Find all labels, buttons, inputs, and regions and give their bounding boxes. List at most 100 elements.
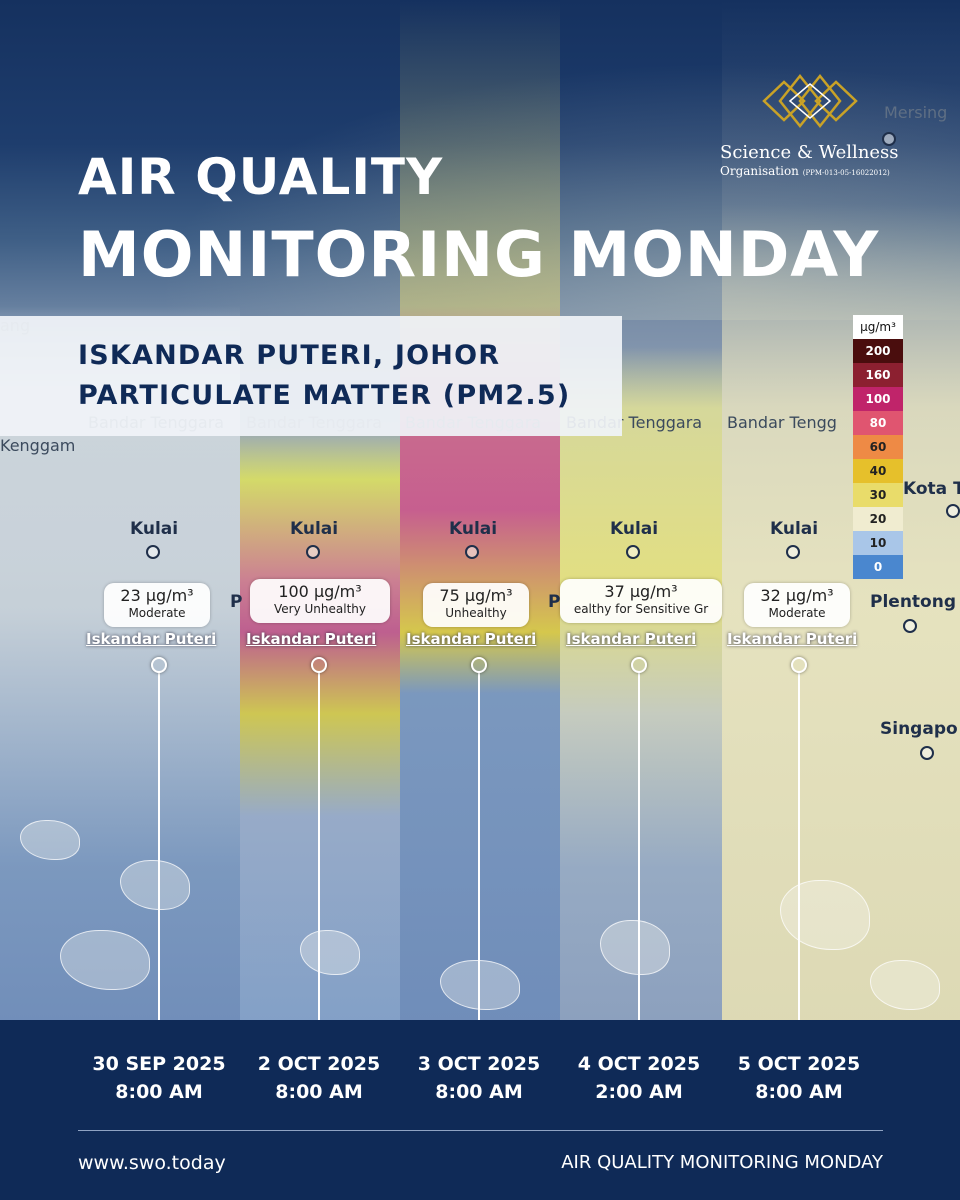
place-label-kulai-4: Kulai	[610, 519, 659, 539]
station-marker	[471, 657, 487, 673]
time-text: 8:00 AM	[275, 1081, 363, 1103]
island-outline	[440, 960, 520, 1010]
kota-tinggi-city-dot	[946, 504, 960, 518]
timeline-line	[478, 672, 480, 1050]
subtitle-panel	[0, 316, 622, 436]
timeline-line	[638, 672, 640, 1050]
island-outline	[20, 820, 80, 860]
footer-tagline: AIR QUALITY MONITORING MONDAY	[561, 1152, 883, 1173]
legend-step: 20	[853, 507, 903, 531]
station-marker	[791, 657, 807, 673]
logo-subtitle: Organisation (PPM-013-05-16022012)	[720, 164, 890, 178]
time-text: 2:00 AM	[595, 1081, 683, 1103]
mersing-city-dot	[882, 132, 896, 146]
island-outline	[120, 860, 190, 910]
island-outline	[300, 930, 360, 975]
reading-card-3-oct: 75 µg/m³ Unhealthy	[423, 583, 529, 627]
reading-value: 32 µg/m³	[760, 586, 834, 605]
date-label-4-oct: 4 OCT 2025 2:00 AM	[564, 1050, 714, 1106]
footer-bar	[0, 1020, 960, 1200]
kulai-city-dot	[306, 545, 320, 559]
kulai-city-dot	[626, 545, 640, 559]
reading-card-5-oct: 32 µg/m³ Moderate	[744, 583, 850, 627]
date-text: 2 OCT 2025	[257, 1053, 381, 1075]
plentong-city-dot	[903, 619, 917, 633]
date-text: 5 OCT 2025	[737, 1053, 861, 1075]
place-label-kulai-3: Kulai	[449, 519, 498, 539]
singapore-city-dot	[920, 746, 934, 760]
time-text: 8:00 AM	[755, 1081, 843, 1103]
reading-value: 100 µg/m³	[278, 582, 362, 601]
reading-value: 23 µg/m³	[120, 586, 194, 605]
kulai-city-dot	[465, 545, 479, 559]
place-label-kulai-5: Kulai	[770, 519, 819, 539]
reading-category: ealthy for Sensitive Gr	[573, 602, 709, 616]
legend-unit: µg/m³	[853, 315, 903, 339]
reading-category: Moderate	[128, 606, 186, 620]
website-link[interactable]: www.swo.today	[78, 1152, 226, 1174]
map-strip-4-oct	[560, 0, 722, 1020]
island-outline	[600, 920, 670, 975]
station-marker	[631, 657, 647, 673]
time-text: 8:00 AM	[115, 1081, 203, 1103]
logo-registration: (PPM-013-05-16022012)	[802, 169, 890, 177]
legend-step: 100	[853, 387, 903, 411]
logo-name: Science & Wellness	[720, 142, 899, 163]
station-label-3-oct: Iskandar Puteri	[406, 630, 537, 648]
organisation-logo: Science & Wellness Organisation (PPM-013…	[720, 70, 920, 185]
kulai-city-dot	[146, 545, 160, 559]
legend-step: 200	[853, 339, 903, 363]
place-label-mersing: Mersing	[884, 103, 948, 122]
station-marker	[311, 657, 327, 673]
island-outline	[870, 960, 940, 1010]
date-text: 30 SEP 2025	[92, 1053, 226, 1075]
kulai-city-dot	[786, 545, 800, 559]
subtitle-pollutant: PARTICULATE MATTER (PM2.5)	[78, 380, 571, 411]
place-label-kulai-2: Kulai	[290, 519, 339, 539]
pm25-color-legend: µg/m³ 200 160 100 80 60 40 30 20 10 0	[853, 315, 903, 579]
reading-value: 75 µg/m³	[439, 586, 513, 605]
island-outline	[60, 930, 150, 990]
reading-category: Very Unhealthy	[274, 602, 366, 616]
title-line-2: MONITORING MONDAY	[78, 218, 880, 291]
legend-step: 160	[853, 363, 903, 387]
date-text: 3 OCT 2025	[417, 1053, 541, 1075]
place-label-kulai-1: Kulai	[130, 519, 179, 539]
legend-step: 0	[853, 555, 903, 579]
title-line-1: AIR QUALITY	[78, 148, 444, 206]
legend-step: 80	[853, 411, 903, 435]
legend-step: 10	[853, 531, 903, 555]
reading-card-4-oct: 37 µg/m³ ealthy for Sensitive Gr	[560, 579, 722, 623]
station-marker	[151, 657, 167, 673]
legend-step: 60	[853, 435, 903, 459]
place-label-singapore: Singapo	[880, 719, 958, 739]
reading-card-30-sep: 23 µg/m³ Moderate	[104, 583, 210, 627]
legend-step: 30	[853, 483, 903, 507]
time-text: 8:00 AM	[435, 1081, 523, 1103]
map-strip-2-oct	[240, 0, 400, 1020]
map-strip-3-oct	[400, 0, 560, 1020]
logo-organisation: Organisation	[720, 164, 799, 178]
place-label-kota-tinggi: Kota T	[903, 479, 960, 499]
reading-card-2-oct: 100 µg/m³ Very Unhealthy	[250, 579, 390, 623]
timeline-line	[158, 672, 160, 1050]
reading-category: Unhealthy	[445, 606, 507, 620]
station-label-2-oct: Iskandar Puteri	[246, 630, 377, 648]
subtitle-location: ISKANDAR PUTERI, JOHOR	[78, 340, 501, 371]
place-label-plentong: Plentong	[870, 592, 956, 612]
date-label-2-oct: 2 OCT 2025 8:00 AM	[244, 1050, 394, 1106]
diamond-logo-icon	[762, 73, 858, 129]
date-label-5-oct: 5 OCT 2025 8:00 AM	[724, 1050, 874, 1106]
island-outline	[780, 880, 870, 950]
timeline-line	[318, 672, 320, 1050]
station-label-4-oct: Iskandar Puteri	[566, 630, 697, 648]
place-label-kenggam: Kenggam	[0, 436, 76, 455]
reading-category: Moderate	[768, 606, 826, 620]
station-label-5-oct: Iskandar Puteri	[727, 630, 858, 648]
date-text: 4 OCT 2025	[577, 1053, 701, 1075]
station-label-30-sep: Iskandar Puteri	[86, 630, 217, 648]
legend-step: 40	[853, 459, 903, 483]
place-label-bandar-tenggara-5: Bandar Tengg	[727, 413, 837, 432]
timeline-line	[798, 672, 800, 1050]
